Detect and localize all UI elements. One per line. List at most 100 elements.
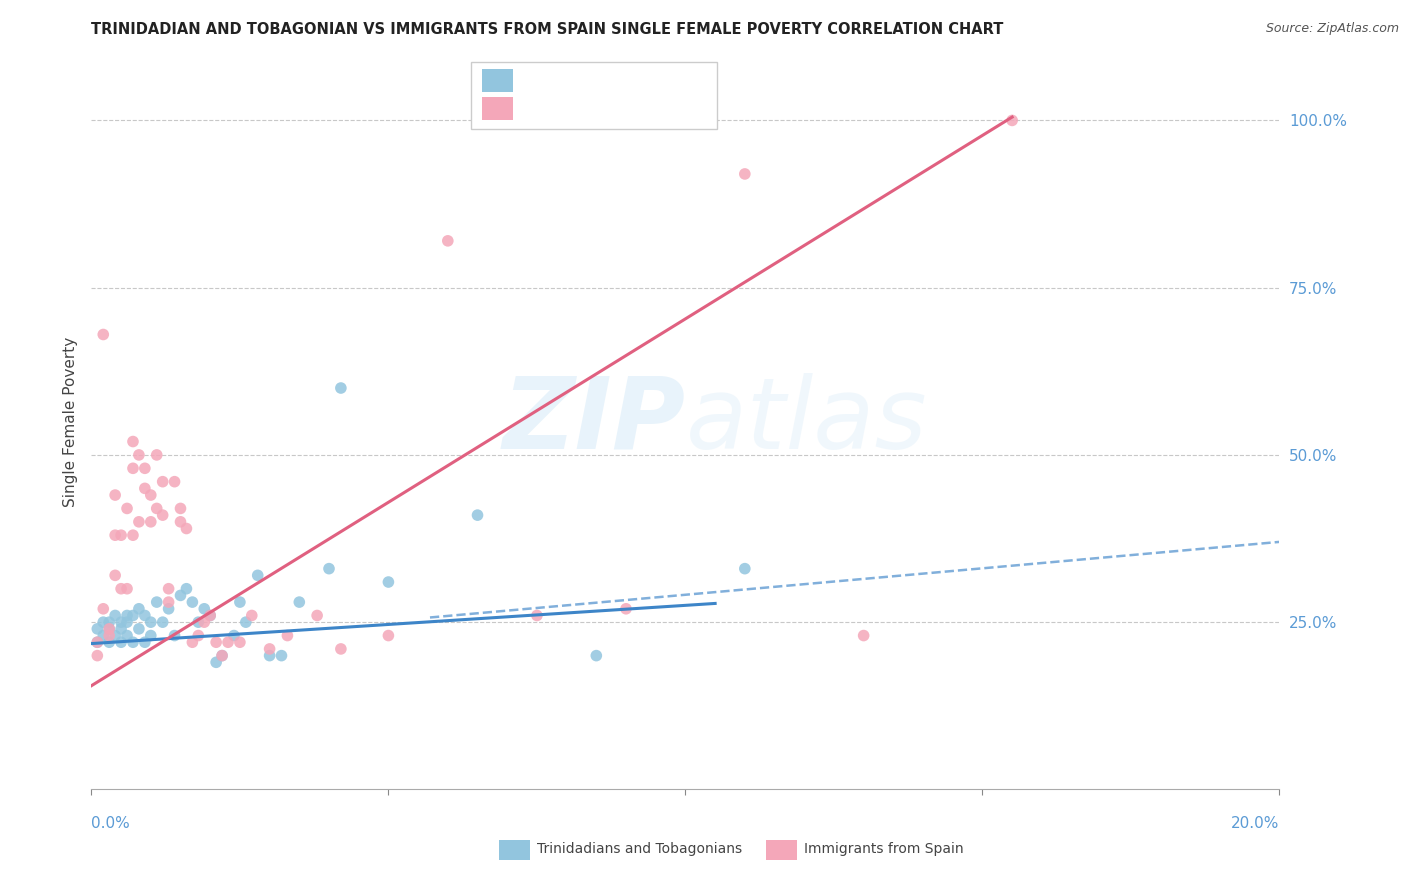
Point	[98, 622, 121, 636]
Point	[734, 167, 756, 181]
Point	[145, 448, 167, 462]
Point	[115, 501, 138, 516]
Point	[205, 635, 228, 649]
Point	[122, 461, 145, 475]
Point	[91, 615, 114, 630]
Point	[157, 595, 180, 609]
Text: 0.159: 0.159	[567, 73, 617, 87]
Point	[193, 602, 215, 616]
Point	[259, 648, 281, 663]
Point	[240, 608, 263, 623]
Point	[86, 635, 108, 649]
Point	[614, 602, 637, 616]
Point	[377, 575, 399, 590]
Point	[169, 515, 191, 529]
Point	[176, 582, 198, 596]
Point	[152, 615, 174, 630]
Point	[181, 595, 204, 609]
Point	[115, 628, 138, 642]
Point	[86, 622, 108, 636]
Point	[115, 608, 138, 623]
Point	[98, 635, 121, 649]
Point	[134, 461, 156, 475]
Point	[276, 628, 298, 642]
Point	[128, 448, 150, 462]
Point	[128, 622, 150, 636]
Point	[377, 628, 399, 642]
Text: 48: 48	[658, 73, 681, 87]
Point	[259, 642, 281, 657]
Point	[91, 327, 114, 342]
Point	[139, 615, 162, 630]
Point	[110, 622, 132, 636]
Text: R =: R =	[524, 73, 560, 87]
Point	[110, 528, 132, 542]
Point	[110, 635, 132, 649]
Point	[134, 482, 156, 496]
Point	[98, 615, 121, 630]
Point	[145, 595, 167, 609]
Point	[91, 602, 114, 616]
Point	[157, 602, 180, 616]
Point	[229, 595, 252, 609]
Point	[163, 475, 186, 489]
Point	[128, 602, 150, 616]
Point	[139, 515, 162, 529]
Point	[205, 655, 228, 669]
Point	[436, 234, 458, 248]
Point	[157, 582, 180, 596]
Point	[115, 615, 138, 630]
Point	[122, 635, 145, 649]
Text: Immigrants from Spain: Immigrants from Spain	[804, 842, 965, 856]
Point	[246, 568, 269, 582]
Y-axis label: Single Female Poverty: Single Female Poverty	[62, 336, 77, 507]
Point	[134, 635, 156, 649]
Point	[128, 515, 150, 529]
Point	[211, 648, 233, 663]
Point	[122, 434, 145, 449]
Point	[288, 595, 311, 609]
Point	[307, 608, 329, 623]
Point	[852, 628, 875, 642]
Point	[329, 381, 352, 395]
Point	[134, 608, 156, 623]
Text: TRINIDADIAN AND TOBAGONIAN VS IMMIGRANTS FROM SPAIN SINGLE FEMALE POVERTY CORREL: TRINIDADIAN AND TOBAGONIAN VS IMMIGRANTS…	[91, 22, 1004, 37]
Point	[329, 642, 352, 657]
Point	[104, 568, 127, 582]
Point	[122, 608, 145, 623]
Point	[86, 635, 108, 649]
Point	[152, 508, 174, 523]
Point	[217, 635, 239, 649]
Point	[104, 608, 127, 623]
Text: 0.0%: 0.0%	[91, 816, 131, 830]
Point	[91, 628, 114, 642]
Point	[169, 589, 191, 603]
Text: Source: ZipAtlas.com: Source: ZipAtlas.com	[1265, 22, 1399, 36]
Text: N =: N =	[620, 102, 657, 116]
Point	[187, 615, 209, 630]
Point	[122, 528, 145, 542]
Point	[1001, 113, 1024, 128]
Point	[98, 622, 121, 636]
Point	[467, 508, 489, 523]
Text: R =: R =	[524, 102, 560, 116]
Point	[110, 615, 132, 630]
Point	[734, 562, 756, 576]
Point	[139, 628, 162, 642]
Point	[318, 562, 340, 576]
Text: Trinidadians and Tobagonians: Trinidadians and Tobagonians	[537, 842, 742, 856]
Point	[163, 628, 186, 642]
Point	[222, 628, 245, 642]
Point	[115, 582, 138, 596]
Point	[585, 648, 607, 663]
Text: atlas: atlas	[685, 373, 927, 470]
Point	[193, 615, 215, 630]
Text: 52: 52	[658, 102, 681, 116]
Point	[104, 488, 127, 502]
Point	[104, 528, 127, 542]
Point	[176, 521, 198, 535]
Point	[169, 501, 191, 516]
Point	[110, 582, 132, 596]
Point	[152, 475, 174, 489]
Point	[86, 648, 108, 663]
